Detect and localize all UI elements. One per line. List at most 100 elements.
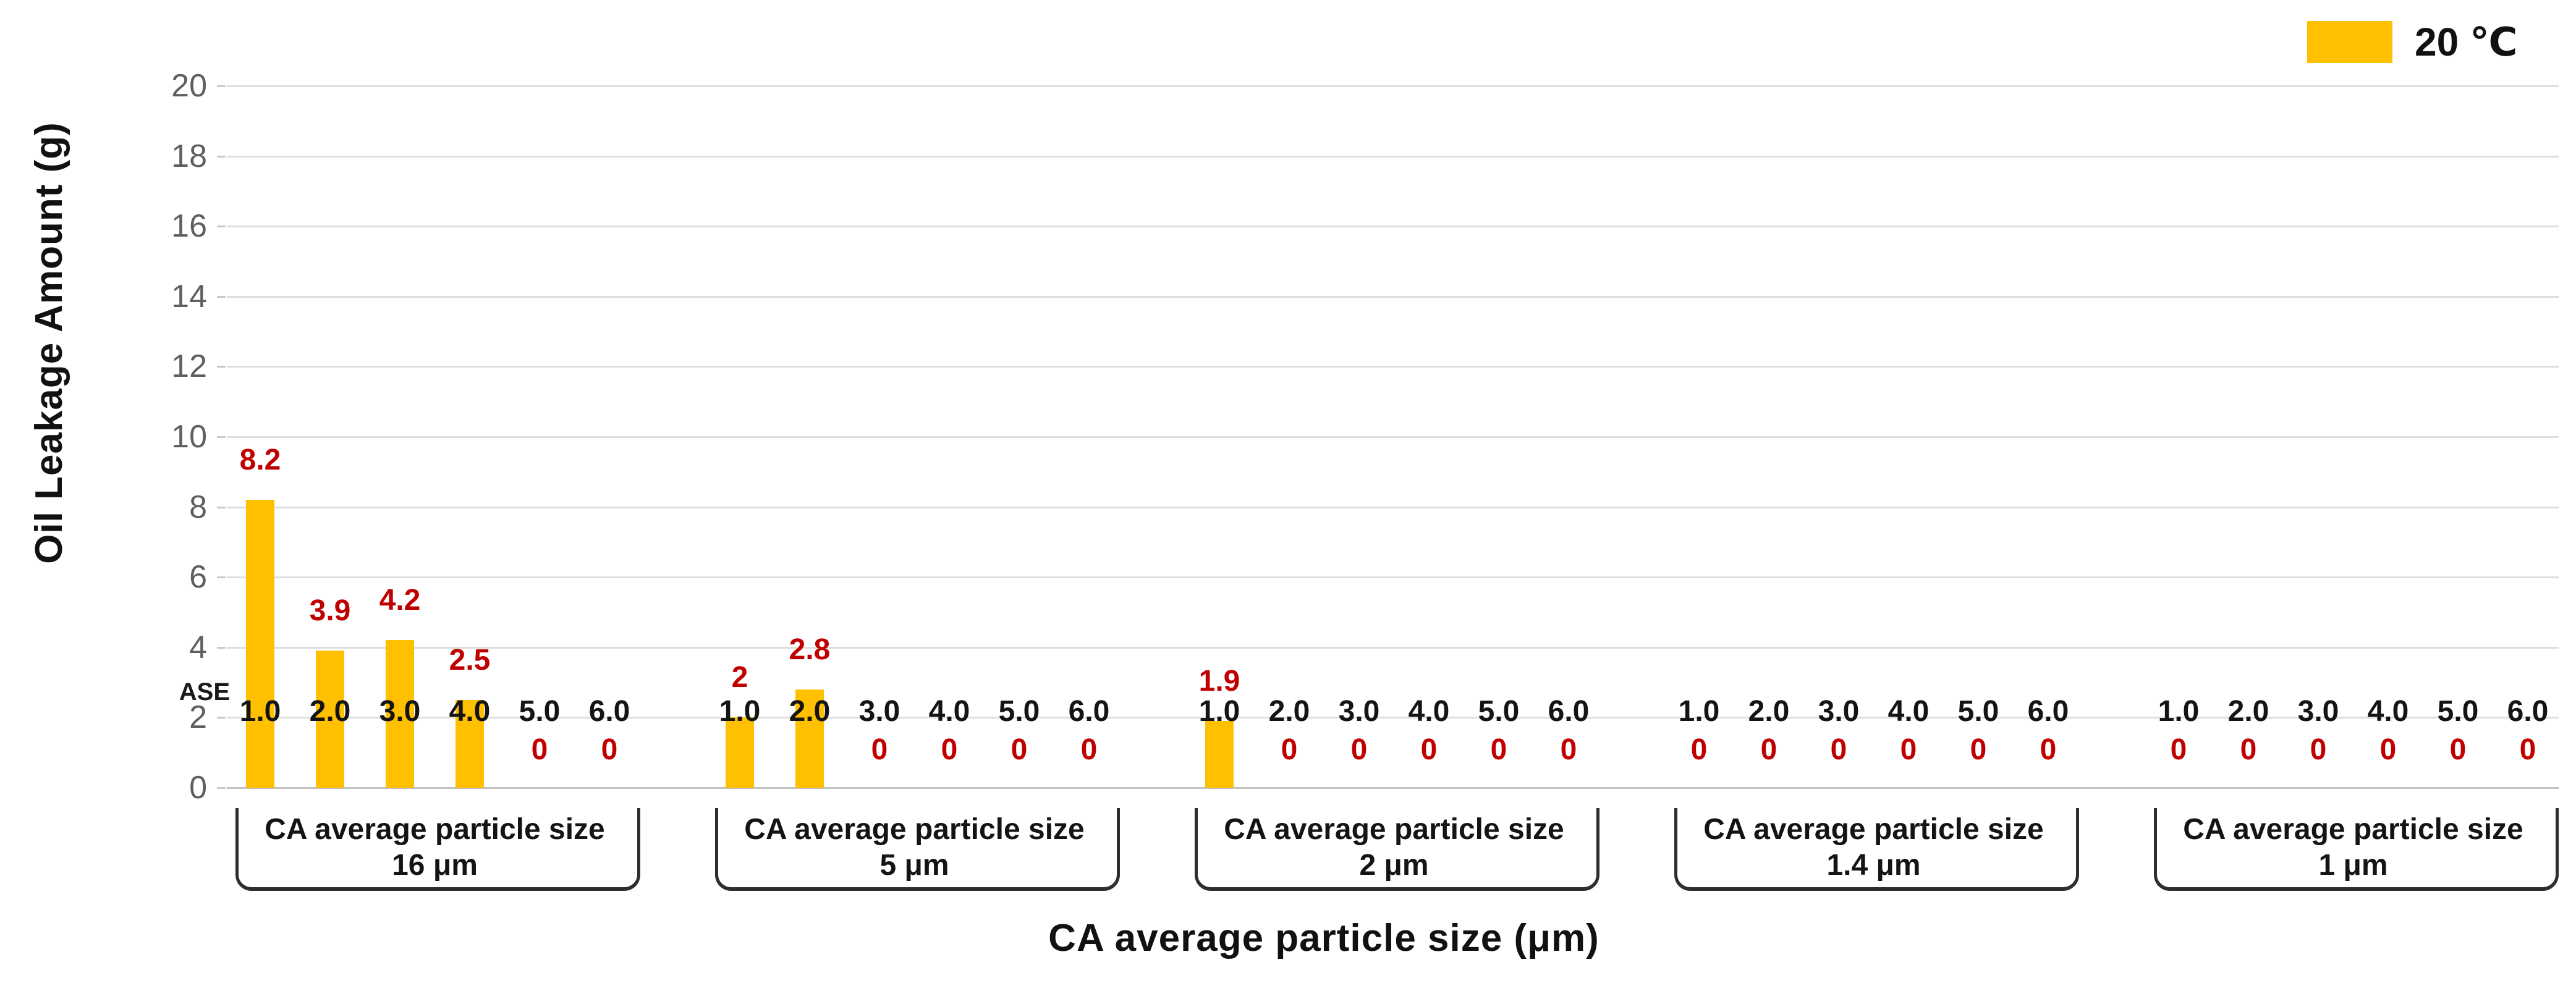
y-axis-tick-label-0: 0 (189, 770, 207, 806)
group-label-line1: CA average particle size (2183, 813, 2523, 846)
y-axis-tick-label-8: 8 (189, 489, 207, 525)
bar-value-label-group5-ase6: 0 (2519, 733, 2536, 766)
bar-group1-ase2 (316, 651, 344, 788)
x-tick-label-group1-ase2: 2.0 (309, 695, 351, 728)
bar-value-label-group2-ase4: 0 (941, 733, 958, 766)
group-label-3: CA average particle size 2 μm (1195, 812, 1593, 885)
bar-value-label-group3-ase1: 1.9 (1198, 665, 1240, 698)
bar-value-label-group2-ase1: 2 (731, 661, 748, 694)
y-axis-tick-mark-2 (217, 717, 226, 719)
bar-value-label-group4-ase2: 0 (1760, 733, 1777, 766)
y-axis-tick-mark-20 (217, 85, 226, 87)
group-bracket-5 (2154, 808, 2559, 891)
legend-swatch-icon (2307, 21, 2392, 63)
gridline-10 (227, 436, 2559, 438)
gridline-6 (227, 576, 2559, 579)
x-tick-label-group1-ase5: 5.0 (519, 695, 561, 728)
bar-value-label-group3-ase3: 0 (1350, 733, 1368, 766)
bar-value-label-group3-ase4: 0 (1420, 733, 1438, 766)
ase-row-header: ASE (179, 678, 230, 706)
group-bracket-1 (235, 808, 640, 891)
x-tick-label-group4-ase4: 4.0 (1888, 695, 1930, 728)
group-label-line1: CA average particle size (1224, 813, 1564, 846)
group-label-line1: CA average particle size (1703, 813, 2044, 846)
x-tick-label-group1-ase6: 6.0 (588, 695, 630, 728)
y-axis-tick-label-6: 6 (189, 559, 207, 596)
bar-value-label-group4-ase1: 0 (1690, 733, 1708, 766)
x-tick-label-group2-ase3: 3.0 (858, 695, 900, 728)
gridline-18 (227, 155, 2559, 158)
gridline-20 (227, 85, 2559, 87)
legend: 20 ℃ (2307, 17, 2517, 67)
x-tick-label-group2-ase5: 5.0 (998, 695, 1040, 728)
x-tick-label-group2-ase1: 1.0 (719, 695, 761, 728)
group-label-line2: 1.4 μm (1826, 849, 1921, 882)
y-axis-tick-label-2: 2 (189, 699, 207, 736)
x-tick-label-group5-ase4: 4.0 (2367, 695, 2409, 728)
group-label-4: CA average particle size 1.4 μm (1674, 812, 2073, 885)
bar-value-label-group4-ase4: 0 (1900, 733, 1917, 766)
group-label-1: CA average particle size 16 μm (235, 812, 634, 885)
group-label-line2: 1 μm (2318, 849, 2388, 882)
bar-value-label-group5-ase3: 0 (2310, 733, 2327, 766)
y-axis-tick-mark-16 (217, 226, 226, 228)
bar-group1-ase1 (246, 500, 274, 788)
group-label-2: CA average particle size 5 μm (715, 812, 1114, 885)
x-tick-label-group4-ase3: 3.0 (1818, 695, 1860, 728)
x-tick-label-group3-ase5: 5.0 (1478, 695, 1520, 728)
y-axis-tick-label-4: 4 (189, 629, 207, 665)
bar-value-label-group5-ase1: 0 (2170, 733, 2187, 766)
x-tick-label-group5-ase1: 1.0 (2158, 695, 2200, 728)
x-tick-label-group3-ase4: 4.0 (1408, 695, 1450, 728)
x-tick-label-group3-ase1: 1.0 (1198, 695, 1240, 728)
gridline-8 (227, 506, 2559, 508)
bar-value-label-group1-ase2: 3.9 (309, 594, 351, 628)
x-tick-label-group4-ase1: 1.0 (1678, 695, 1720, 728)
group-label-5: CA average particle size 1 μm (2154, 812, 2553, 885)
y-axis-tick-mark-0 (217, 787, 226, 789)
x-tick-label-group5-ase5: 5.0 (2437, 695, 2479, 728)
group-bracket-4 (1674, 808, 2079, 891)
bar-value-label-group3-ase6: 0 (1560, 733, 1577, 766)
bar-value-label-group1-ase4: 2.5 (449, 644, 491, 677)
x-tick-label-group2-ase6: 6.0 (1068, 695, 1110, 728)
x-tick-label-group3-ase3: 3.0 (1338, 695, 1380, 728)
x-tick-label-group1-ase1: 1.0 (239, 695, 281, 728)
bar-value-label-group4-ase6: 0 (2040, 733, 2057, 766)
bar-group1-ase4 (455, 700, 484, 788)
gridline-2 (227, 717, 2559, 719)
bar-value-label-group4-ase3: 0 (1830, 733, 1847, 766)
x-tick-label-group2-ase4: 4.0 (928, 695, 970, 728)
bar-value-label-group2-ase6: 0 (1080, 733, 1098, 766)
bar-group3-ase1 (1205, 721, 1234, 788)
gridline-12 (227, 366, 2559, 368)
y-axis-tick-label-14: 14 (171, 278, 207, 314)
x-tick-label-group5-ase2: 2.0 (2227, 695, 2269, 728)
bar-group2-ase1 (726, 717, 754, 788)
y-axis-tick-label-18: 18 (171, 138, 207, 174)
group-label-line1: CA average particle size (744, 813, 1085, 846)
bar-value-label-group4-ase5: 0 (1970, 733, 1987, 766)
legend-series-label: 20 ℃ (2415, 20, 2518, 64)
bar-value-label-group1-ase3: 4.2 (379, 584, 421, 617)
y-axis-tick-label-12: 12 (171, 348, 207, 385)
group-bracket-3 (1195, 808, 1599, 891)
bar-value-label-group5-ase2: 0 (2240, 733, 2257, 766)
y-axis-tick-mark-6 (217, 576, 226, 579)
bar-value-label-group1-ase1: 8.2 (239, 444, 281, 477)
bar-value-label-group2-ase5: 0 (1010, 733, 1028, 766)
y-axis-tick-label-16: 16 (171, 208, 207, 245)
x-tick-label-group1-ase4: 4.0 (449, 695, 491, 728)
y-axis-tick-mark-4 (217, 646, 226, 649)
bar-group2-ase2 (795, 689, 824, 788)
bar-value-label-group3-ase5: 0 (1490, 733, 1507, 766)
group-label-line2: 16 μm (392, 849, 478, 882)
x-tick-label-group5-ase3: 3.0 (2297, 695, 2339, 728)
x-tick-label-group1-ase3: 3.0 (379, 695, 421, 728)
x-tick-label-group3-ase6: 6.0 (1548, 695, 1590, 728)
group-label-line2: 2 μm (1359, 849, 1429, 882)
x-tick-label-group4-ase6: 6.0 (2027, 695, 2069, 728)
group-bracket-2 (715, 808, 1120, 891)
bar-value-label-group2-ase3: 0 (871, 733, 888, 766)
bar-value-label-group2-ase2: 2.8 (789, 633, 831, 666)
